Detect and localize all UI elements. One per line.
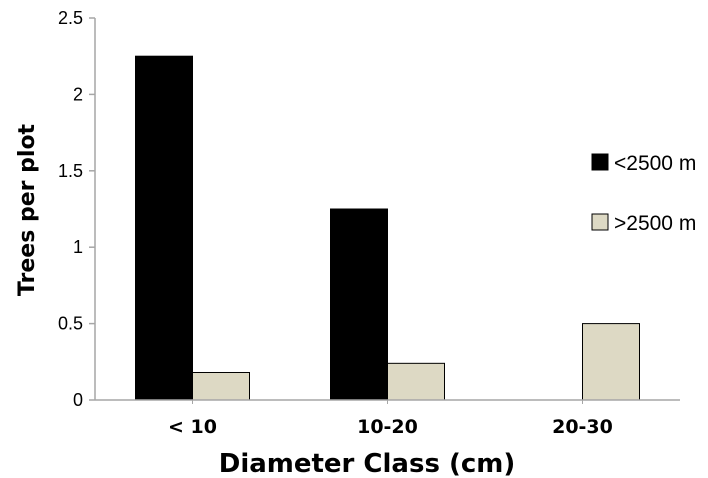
legend: <2500 m >2500 m	[591, 152, 696, 235]
legend-swatch	[591, 153, 609, 171]
y-axis-title: Trees per plot	[15, 123, 40, 296]
bar-above-2500-2	[582, 323, 640, 401]
legend-label: <2500 m	[614, 152, 696, 175]
y-tick-label: 1	[73, 237, 83, 257]
bars	[135, 55, 640, 401]
y-tick-label: 1.5	[58, 161, 83, 181]
y-tick-label: 2.5	[58, 8, 83, 28]
x-axis-categories: < 10 10-20 20-30	[168, 400, 613, 438]
bar-below-2500-0	[135, 55, 193, 401]
legend-label: >2500 m	[614, 212, 696, 235]
bar-below-2500-1	[330, 208, 388, 401]
y-axis-ticks: 0 0.5 1 1.5 2 2.5	[58, 8, 95, 410]
y-tick-label: 0.5	[58, 314, 83, 334]
bar-above-2500-0	[192, 371, 250, 401]
x-category-label: 20-30	[552, 416, 613, 438]
legend-swatch	[591, 213, 609, 231]
y-tick-label: 0	[73, 390, 83, 410]
y-tick-label: 2	[73, 84, 83, 104]
bar-above-2500-1	[387, 362, 445, 401]
x-category-label: 10-20	[357, 416, 418, 438]
x-category-label: < 10	[168, 416, 217, 438]
x-axis-title: Diameter Class (cm)	[219, 449, 516, 478]
